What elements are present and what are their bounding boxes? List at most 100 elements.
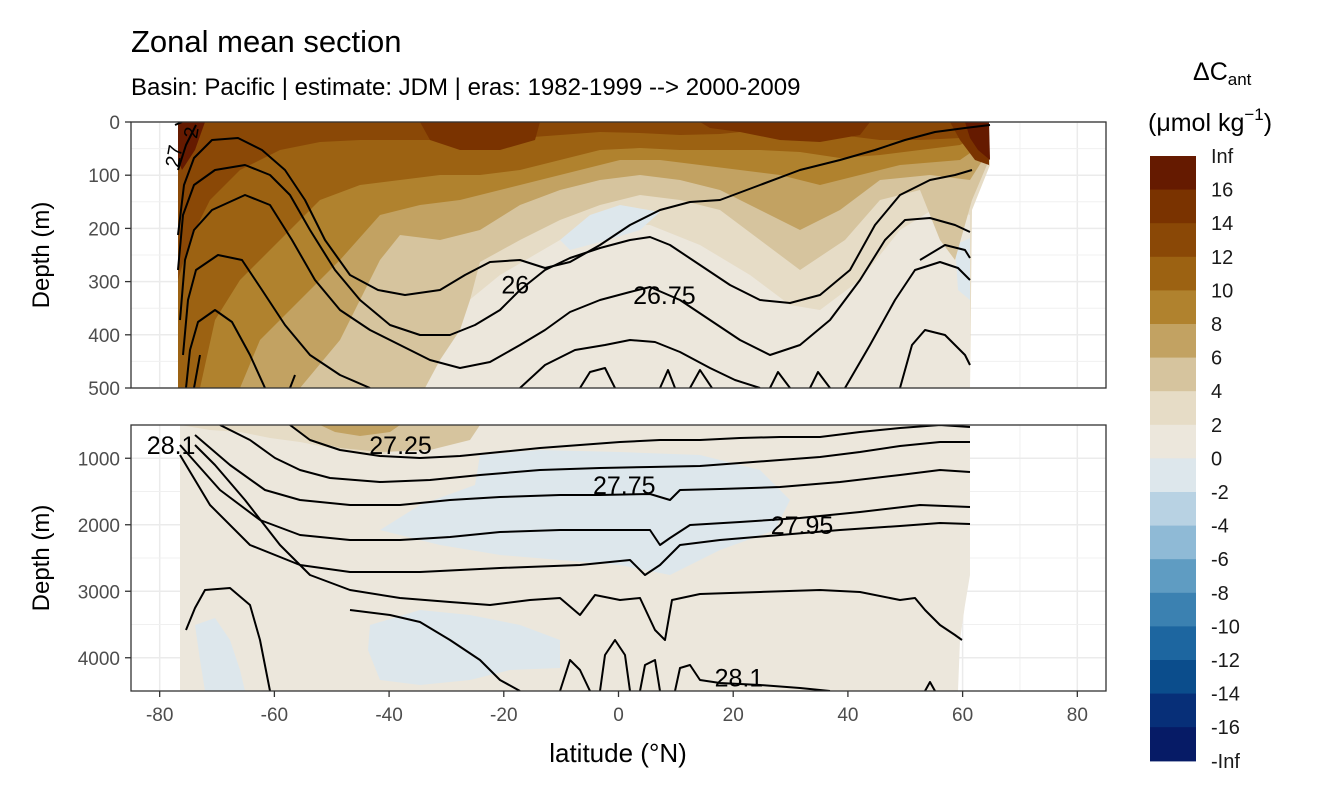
legend-label: -6 bbox=[1211, 549, 1229, 571]
isopycnal-top-13 bbox=[289, 374, 296, 388]
y-tick-label: 1000 bbox=[78, 449, 120, 470]
legend-swatch bbox=[1150, 727, 1196, 762]
legend-swatch bbox=[1150, 223, 1196, 258]
isopycnal-bottom-6 bbox=[194, 444, 963, 641]
isopycnal-top-15 bbox=[659, 369, 676, 388]
x-tick-label: 40 bbox=[837, 705, 858, 726]
legend-swatch bbox=[1150, 458, 1196, 493]
legend-label: -8 bbox=[1211, 583, 1229, 605]
legend-label: 12 bbox=[1211, 247, 1233, 269]
legend-units: (μmol kg−1) bbox=[1148, 105, 1272, 137]
legend-swatch bbox=[1150, 256, 1196, 291]
top-panel-isopycnals bbox=[174, 122, 991, 388]
legend-label: -2 bbox=[1211, 482, 1229, 504]
legend-units-sup: −1 bbox=[1244, 105, 1263, 124]
legend-title-sub: ant bbox=[1228, 70, 1252, 89]
isopycnal-top-16 bbox=[689, 369, 713, 388]
legend-title-main: ΔC bbox=[1193, 58, 1228, 86]
legend-label: 8 bbox=[1211, 314, 1222, 336]
legend-swatch bbox=[1150, 660, 1196, 695]
isopycnal-bottom-7 bbox=[185, 587, 271, 691]
legend-swatch bbox=[1150, 525, 1196, 560]
isopycnal-bottom-2 bbox=[219, 425, 970, 483]
isopycnal-bottom-11 bbox=[639, 659, 661, 691]
contour-label: 26.75 bbox=[633, 282, 696, 310]
bottom-panel-contour-labels: 28.1 27.25 27.75 27.95 28.1 bbox=[147, 432, 833, 693]
legend-label: -4 bbox=[1211, 516, 1229, 538]
bottom-panel-isopycnals bbox=[179, 425, 971, 691]
isopycnal-bottom-4 bbox=[179, 444, 971, 546]
top-panel: 27 2 26 26.75 0 100 200 300 400 500 bbox=[88, 113, 1107, 400]
y-tick-label: 300 bbox=[88, 273, 120, 294]
legend-swatch bbox=[1150, 290, 1196, 325]
field-gt16-west bbox=[178, 122, 205, 170]
isopycnal-bottom-1 bbox=[289, 425, 971, 459]
isopycnal-top-11 bbox=[185, 309, 266, 388]
x-tick-label: -80 bbox=[146, 705, 173, 726]
field-0-2 bbox=[420, 205, 970, 388]
top-panel-field: 27 2 bbox=[162, 122, 991, 388]
isopycnal-bottom-13 bbox=[924, 681, 936, 691]
y-tick-label: 100 bbox=[88, 166, 120, 187]
legend-swatch bbox=[1150, 559, 1196, 594]
y-tick-label: 500 bbox=[88, 379, 120, 400]
isopycnal-top-12 bbox=[193, 354, 201, 388]
legend-swatch bbox=[1150, 391, 1196, 426]
legend: ΔCant (μmol kg−1) Inf 16 14 12 10 8 6 4 2 0 -2 -4 -6… bbox=[1148, 58, 1272, 773]
contour-label: 27.95 bbox=[771, 512, 834, 540]
legend-units-main: (μmol kg bbox=[1148, 109, 1244, 137]
legend-swatch bbox=[1150, 156, 1196, 191]
chart-title: Zonal mean section bbox=[131, 24, 402, 59]
legend-labels: Inf 16 14 12 10 8 6 4 2 0 -2 -4 -6 -8 -10 -12 -14 -16 -Inf bbox=[1211, 146, 1240, 773]
field-negative-center bbox=[560, 205, 660, 250]
bottom-panel-field bbox=[179, 425, 971, 691]
legend-label: 16 bbox=[1211, 180, 1233, 202]
field-12-14 bbox=[178, 122, 989, 280]
legend-label: 10 bbox=[1211, 280, 1233, 302]
contour-label: 27.75 bbox=[593, 472, 656, 500]
legend-label: Inf bbox=[1211, 146, 1234, 168]
contour-label: 28.1 bbox=[147, 432, 196, 460]
isopycnal-top-17 bbox=[769, 371, 791, 388]
x-tick-label: 60 bbox=[952, 705, 973, 726]
legend-label: -10 bbox=[1211, 616, 1240, 638]
y-tick-label: 2000 bbox=[78, 516, 120, 537]
isopycnal-bottom-9 bbox=[559, 659, 591, 691]
field-gt16-east bbox=[965, 122, 990, 160]
x-axis: -80 -60 -40 -20 0 20 40 60 80 bbox=[146, 691, 1088, 726]
legend-swatch bbox=[1150, 424, 1196, 459]
top-panel-fringe-labels: 27 2 bbox=[162, 125, 204, 169]
legend-label: -16 bbox=[1211, 717, 1240, 739]
y-tick-label: 200 bbox=[88, 219, 120, 240]
isopycnal-top-18 bbox=[809, 371, 831, 388]
contour-label: 27.25 bbox=[369, 432, 432, 460]
legend-swatch bbox=[1150, 324, 1196, 359]
top-panel-y-axis: 0 100 200 300 400 500 bbox=[88, 113, 131, 400]
field-14-16-central bbox=[700, 122, 870, 142]
legend-swatch bbox=[1150, 357, 1196, 392]
fringe-label-a: 27 bbox=[162, 143, 188, 169]
isopycnal-top-6 bbox=[182, 254, 371, 388]
legend-units-close: ) bbox=[1264, 109, 1272, 137]
legend-label: -14 bbox=[1211, 684, 1240, 706]
field-8-10 bbox=[178, 122, 989, 388]
legend-label: -Inf bbox=[1211, 751, 1240, 773]
legend-label: -12 bbox=[1211, 650, 1240, 672]
isopycnal-top-10 bbox=[899, 329, 971, 388]
isopycnal-bottom-3 bbox=[194, 434, 971, 506]
isopycnal-bottom-12 bbox=[674, 664, 831, 691]
y-axis-title-bottom: Depth (m) bbox=[28, 505, 55, 612]
fringe-label-b: 2 bbox=[180, 125, 204, 140]
legend-label: 4 bbox=[1211, 381, 1222, 403]
y-axis-title-top: Depth (m) bbox=[28, 202, 55, 309]
isopycnal-top-7 bbox=[519, 339, 761, 388]
isopycnal-top-3 bbox=[177, 124, 991, 296]
legend-title: ΔCant bbox=[1193, 58, 1252, 89]
isopycnal-top-2 bbox=[177, 124, 197, 171]
field-bottom-deep-negative-west bbox=[195, 618, 245, 691]
isopycnal-top-9 bbox=[919, 244, 971, 261]
isopycnal-top-5 bbox=[179, 194, 971, 369]
chart-subtitle: Basin: Pacific | estimate: JDM | eras: 1… bbox=[131, 74, 801, 101]
isopycnal-bottom-8 bbox=[349, 609, 521, 691]
